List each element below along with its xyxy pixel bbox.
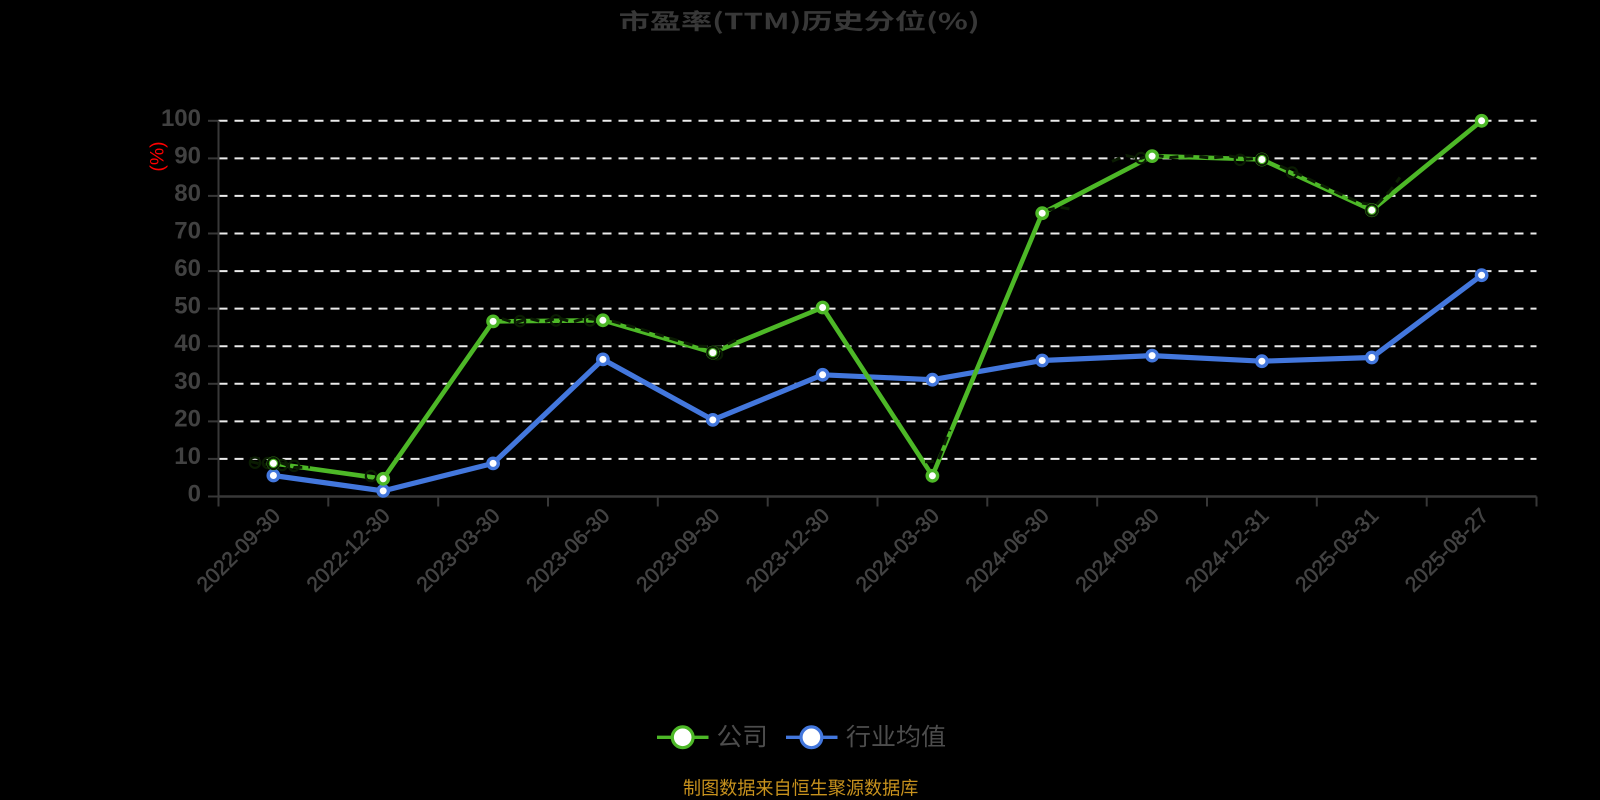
- svg-text:60: 60: [174, 255, 201, 282]
- svg-text:40: 40: [174, 330, 201, 357]
- svg-text:50: 50: [174, 293, 201, 320]
- svg-text:90: 90: [174, 142, 201, 169]
- svg-text:30: 30: [174, 368, 201, 395]
- svg-text:70: 70: [174, 218, 201, 245]
- svg-text:100: 100: [161, 105, 201, 132]
- svg-text:0: 0: [188, 481, 201, 508]
- svg-text:(%): (%): [147, 141, 169, 171]
- svg-text:80: 80: [174, 180, 201, 207]
- svg-text:20: 20: [174, 405, 201, 432]
- svg-text:10: 10: [174, 443, 201, 470]
